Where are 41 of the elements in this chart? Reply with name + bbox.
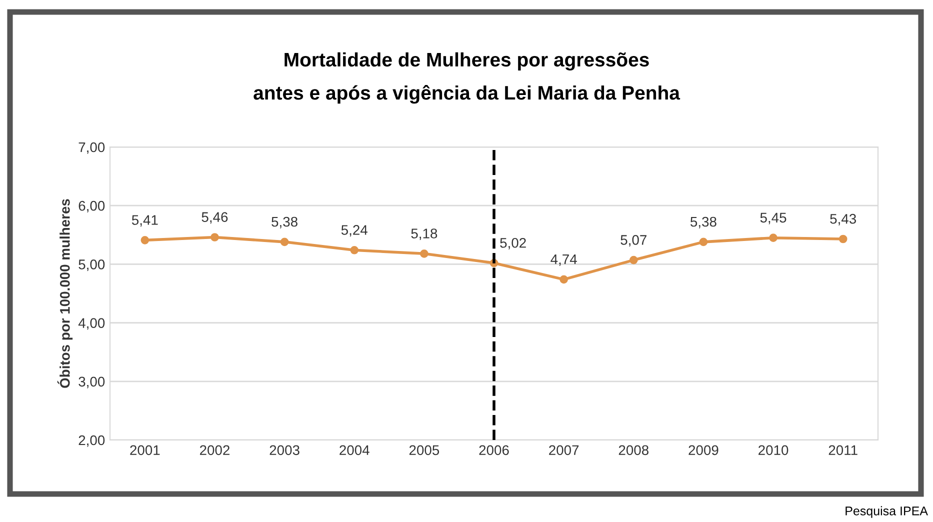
x-tick-label: 2001 [130, 445, 160, 456]
data-label: 5,02 [500, 238, 526, 250]
y-tick-label: 2,00 [78, 435, 105, 447]
data-label: 4,74 [550, 254, 577, 266]
point [280, 238, 289, 246]
x-tick-label: 2002 [200, 445, 230, 456]
y-axis-title: Óbitos por 100.000 mulheres [57, 199, 73, 388]
data-label: 5,46 [202, 212, 228, 224]
data-label: 5,38 [690, 216, 716, 228]
x-tick-label: 2011 [828, 445, 858, 456]
x-tick-label: 2003 [270, 445, 300, 456]
x-tick-label: 2007 [549, 445, 579, 456]
data-label: 5,38 [272, 216, 298, 228]
point [629, 256, 638, 264]
x-tick-label: 2010 [758, 445, 788, 456]
point [420, 249, 428, 258]
x-tick-label: 2004 [340, 445, 370, 456]
data-label: 5,41 [132, 215, 158, 227]
y-tick-label: 4,00 [78, 318, 105, 330]
chart-title: Mortalidade de Mulheres por agressões antes e após a vigência da Lei Maria da Penha [254, 52, 680, 104]
y-tick-label: 3,00 [78, 376, 105, 388]
point [769, 234, 778, 242]
data-label: 5,43 [830, 214, 856, 226]
point [838, 234, 848, 244]
data-label: 5,24 [341, 225, 368, 237]
x-tick-label: 2006 [479, 445, 509, 456]
y-tick-label: 7,00 [78, 142, 105, 154]
data-label: 5,18 [411, 228, 438, 240]
point [140, 236, 150, 244]
x-tick-label: 2009 [688, 445, 718, 456]
data-label: 5,45 [760, 212, 786, 224]
point [699, 238, 708, 246]
y-tick-label: 5,00 [78, 260, 105, 272]
point [210, 233, 219, 242]
point [350, 246, 359, 254]
y-tick-label: 6,00 [78, 200, 105, 212]
text: Pesquisa IPEA [846, 506, 928, 518]
data-label: 5,07 [620, 235, 646, 246]
x-tick-label: 2008 [618, 445, 648, 456]
point [560, 275, 568, 284]
x-tick-label: 2005 [409, 445, 440, 456]
